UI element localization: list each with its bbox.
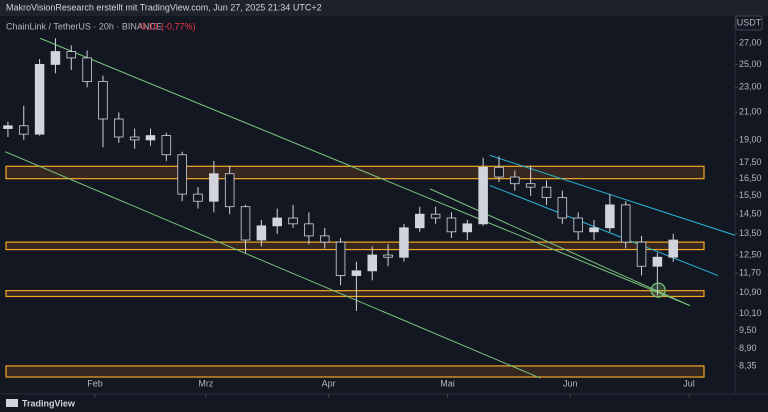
candle-body (446, 217, 457, 233)
zone (5, 365, 705, 378)
trend-line (4, 151, 541, 379)
y-tick-label: 25,00 (739, 59, 762, 69)
candle-body (319, 235, 330, 243)
candle-body (430, 213, 441, 219)
trend-line (489, 184, 719, 277)
y-tick-label: 8,90 (739, 343, 757, 353)
x-tick-label: Jul (683, 378, 695, 388)
candle-body (525, 183, 536, 188)
candle-body (82, 57, 92, 82)
header: MakroVisionResearch erstellt mit Trading… (6, 2, 322, 12)
trend-line (429, 188, 691, 307)
brand: TradingView (22, 398, 76, 408)
currency: USDT (737, 17, 762, 27)
candle-body (462, 223, 473, 233)
candle-body (209, 173, 219, 202)
candle-body (256, 225, 267, 241)
y-tick-label: 11,70 (739, 268, 761, 278)
candle-body (668, 239, 678, 258)
currency-box (735, 15, 763, 31)
y-tick-label: 16,50 (739, 173, 762, 183)
y-tick-label: 23,00 (739, 82, 762, 92)
candle-body (34, 64, 45, 135)
candle-body (288, 217, 298, 225)
y-tick-label: 27,00 (739, 38, 762, 48)
candle-body (620, 204, 631, 243)
candle-body (335, 241, 346, 276)
candle-body (351, 270, 362, 276)
y-tick-label: 8,35 (739, 360, 757, 370)
header-bar (0, 0, 768, 16)
candle-body (589, 227, 599, 233)
change: -0,10 (-0,77%) (138, 21, 196, 31)
candle-body (114, 118, 124, 138)
x-tick-label: Mrz (198, 378, 213, 388)
y-tick-label: 21,00 (739, 107, 762, 117)
y-tick-label: 19,00 (739, 134, 762, 144)
candle-body (161, 135, 172, 156)
candle-body (304, 223, 314, 237)
candle-body (367, 254, 378, 272)
y-tick-label: 10,90 (739, 287, 762, 297)
x-tick-label: Mai (440, 378, 455, 388)
zone (5, 241, 705, 251)
candle-body (510, 176, 520, 185)
candle-body (50, 51, 61, 65)
candle-body (399, 227, 409, 258)
candle-body (19, 125, 29, 135)
candle-body (478, 166, 488, 225)
candle-body (415, 213, 425, 229)
candle-body (652, 256, 663, 267)
candle-body (383, 254, 393, 258)
y-tick-label: 14,50 (739, 209, 762, 219)
x-tick-label: Feb (87, 378, 103, 388)
zone (5, 290, 705, 298)
candle-body (3, 125, 13, 129)
candle-body (557, 197, 568, 219)
candle-body (66, 51, 77, 59)
y-tick-label: 12,50 (739, 249, 762, 259)
candle-body (98, 81, 108, 120)
trend-line (39, 37, 691, 307)
y-tick-label: 17,50 (739, 157, 762, 167)
candle-body (573, 217, 583, 233)
brand-logo (6, 399, 18, 407)
candle-body (636, 241, 647, 267)
y-tick-label: 9,50 (739, 325, 757, 335)
y-tick-label: 15,50 (739, 190, 762, 200)
candle-body (224, 173, 235, 208)
highlight-circle (650, 282, 666, 298)
candle-body (605, 204, 615, 229)
chart-title: ChainLink / TetherUS · 20h · BINANCE (6, 21, 162, 31)
x-tick-label: Jun (563, 378, 578, 388)
candle-body (240, 206, 251, 241)
candle-body (494, 166, 504, 178)
candle-body (193, 193, 203, 202)
candle-body (129, 136, 140, 141)
candle-body (541, 186, 552, 199)
y-tick-label: 10,10 (739, 308, 762, 318)
x-tick-label: Apr (322, 378, 336, 388)
candle-body (272, 217, 282, 227)
candle-body (177, 154, 187, 195)
y-tick-label: 13,50 (739, 228, 762, 238)
candle-body (145, 135, 156, 141)
